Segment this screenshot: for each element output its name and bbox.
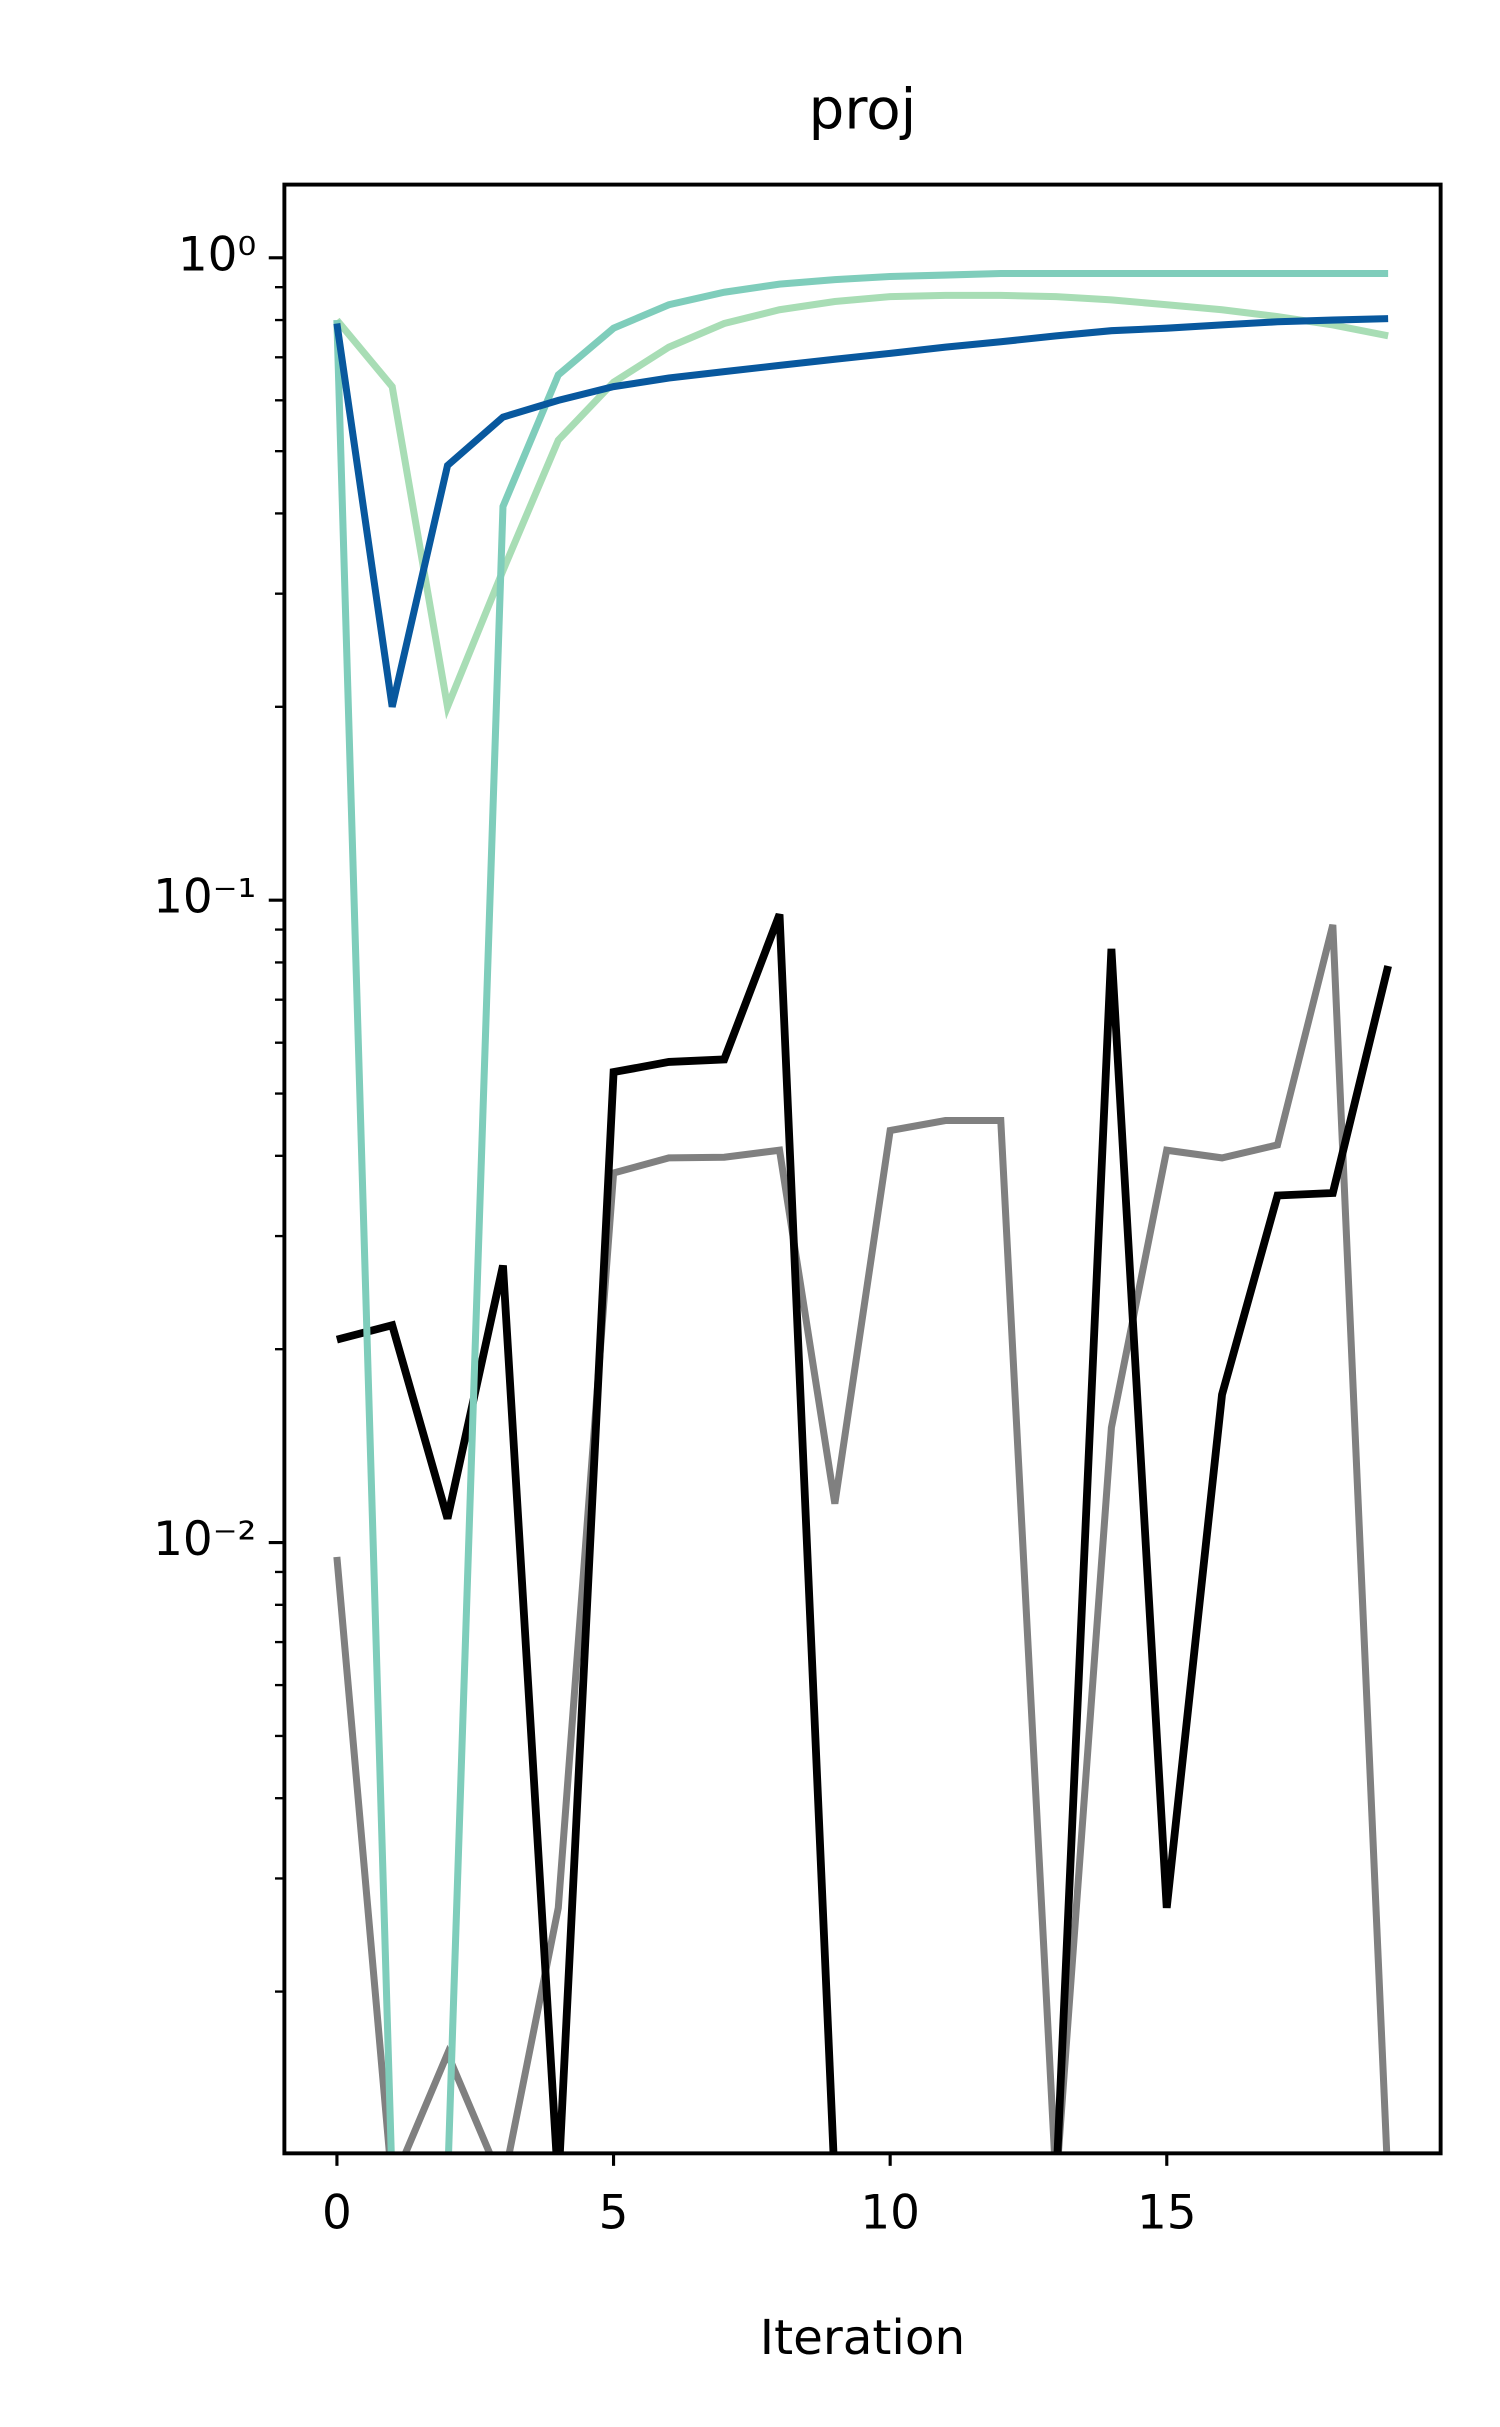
series-line — [333, 924, 1391, 2154]
x-tick-label: 5 — [599, 2185, 629, 2240]
plot-frame — [282, 182, 1443, 2156]
chart-title: proj — [809, 77, 917, 142]
y-tick-label: 10⁻¹ — [153, 870, 256, 925]
x-tick-label: 10 — [860, 2185, 920, 2240]
series-line — [335, 913, 1392, 2154]
series-line — [333, 315, 1389, 708]
series-line — [333, 269, 1389, 2154]
plot-lines — [333, 269, 1392, 2154]
y-tick-label: 10⁰ — [178, 227, 256, 282]
x-tick-label: 15 — [1137, 2185, 1197, 2240]
y-tick-label: 10⁻² — [153, 1512, 256, 1567]
x-axis-label: Iteration — [760, 2310, 965, 2366]
x-tick-label: 0 — [322, 2185, 352, 2240]
series-line — [334, 291, 1389, 720]
